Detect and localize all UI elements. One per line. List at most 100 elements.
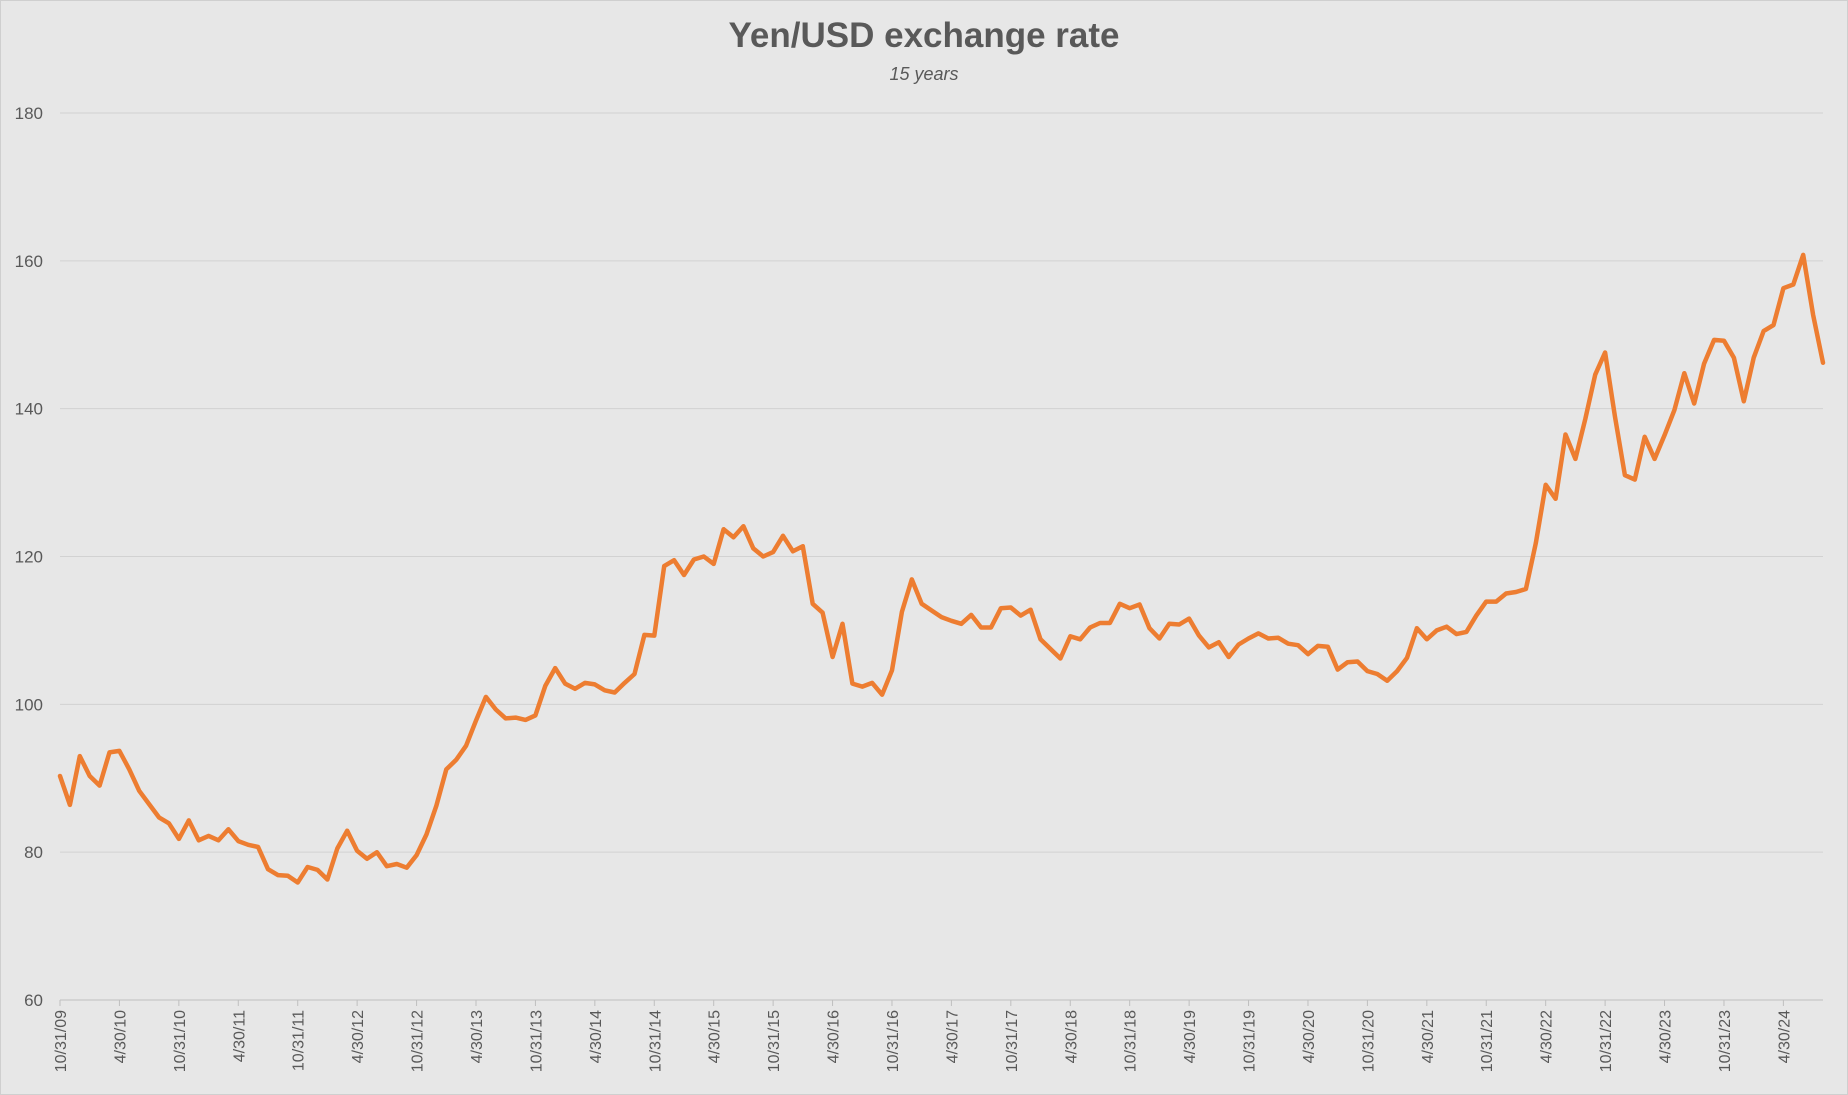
data-point (474, 719, 478, 723)
data-point (880, 693, 884, 697)
data-point (633, 672, 637, 676)
data-point (1583, 417, 1587, 421)
data-point (1435, 628, 1439, 632)
data-point (1217, 640, 1221, 644)
data-point (1732, 356, 1736, 360)
data-point (236, 839, 240, 843)
data-point (296, 881, 300, 885)
data-point (177, 837, 181, 841)
data-point (434, 804, 438, 808)
data-point (1078, 637, 1082, 641)
x-tick-label: 10/31/12 (410, 1010, 427, 1072)
data-point (573, 687, 577, 691)
data-point (1286, 642, 1290, 646)
data-point (1781, 286, 1785, 290)
data-point (504, 716, 508, 720)
data-point (1524, 587, 1528, 591)
data-point (1504, 592, 1508, 596)
data-point (1207, 645, 1211, 649)
data-point (781, 534, 785, 538)
data-point (147, 802, 151, 806)
data-point (217, 838, 221, 842)
data-point (524, 718, 528, 722)
data-point (1742, 399, 1746, 403)
data-point (1772, 323, 1776, 327)
data-point (969, 613, 973, 617)
x-tick-label: 4/30/21 (1420, 1010, 1437, 1063)
data-point (425, 832, 429, 836)
data-point (999, 606, 1003, 610)
x-tick-label: 4/30/16 (826, 1010, 843, 1063)
y-tick-label: 180 (15, 104, 43, 123)
data-point (979, 626, 983, 630)
data-point (1643, 435, 1647, 439)
data-point (652, 634, 656, 638)
data-point (88, 774, 92, 778)
data-point (1108, 621, 1112, 625)
data-point (791, 549, 795, 553)
data-point (662, 564, 666, 568)
data-point (959, 622, 963, 626)
data-point (642, 633, 646, 637)
data-point (553, 666, 557, 670)
data-point (98, 784, 102, 788)
data-point (1633, 478, 1637, 482)
data-point (930, 609, 934, 613)
data-point (1554, 497, 1558, 501)
x-tick-label: 4/30/22 (1539, 1010, 1556, 1063)
data-point (771, 550, 775, 554)
data-point (1672, 408, 1676, 412)
data-point (108, 750, 112, 754)
data-point (1009, 606, 1013, 610)
data-point (672, 558, 676, 562)
data-point (1346, 660, 1350, 664)
data-point (1801, 253, 1805, 257)
data-point (365, 857, 369, 861)
data-point (1702, 362, 1706, 366)
data-point (1692, 402, 1696, 406)
data-point (1276, 636, 1280, 640)
chart-title: Yen/USD exchange rate (728, 16, 1120, 55)
data-point (78, 754, 82, 758)
data-point (1593, 373, 1597, 377)
data-point (850, 682, 854, 686)
data-point (593, 682, 597, 686)
x-tick-label: 10/31/21 (1479, 1010, 1496, 1072)
data-point (1415, 626, 1419, 630)
data-point (692, 558, 696, 562)
x-tick-label: 10/31/13 (528, 1010, 545, 1072)
chart-subtitle: 15 years (889, 64, 959, 84)
data-point (187, 818, 191, 822)
data-point (1128, 606, 1132, 610)
data-point (910, 577, 914, 581)
data-point (1326, 645, 1330, 649)
data-point (811, 602, 815, 606)
data-point (226, 827, 230, 831)
data-point (385, 864, 389, 868)
data-point (1445, 625, 1449, 629)
y-tick-label: 60 (24, 991, 43, 1010)
x-tick-label: 4/30/13 (469, 1010, 486, 1063)
series-line-yen-usd (57, 252, 1826, 885)
data-point (157, 815, 161, 819)
data-point (1039, 637, 1043, 641)
data-point (1237, 643, 1241, 647)
data-point (1603, 351, 1607, 355)
data-point (821, 611, 825, 615)
data-point (355, 849, 359, 853)
data-point (1653, 457, 1657, 461)
x-axis: 10/31/09 4/30/10 10/31/10 4/30/11 10/31/11 4/… (53, 999, 1823, 1072)
x-tick-label: 10/31/17 (1004, 1010, 1021, 1072)
data-point (563, 682, 567, 686)
data-point (117, 749, 121, 753)
data-point (712, 562, 716, 566)
data-point (613, 691, 617, 695)
data-point (900, 610, 904, 614)
data-point (167, 821, 171, 825)
data-point (1385, 679, 1389, 683)
data-point (454, 758, 458, 762)
data-point (1464, 630, 1468, 634)
data-point (345, 829, 349, 833)
data-point (286, 874, 290, 878)
